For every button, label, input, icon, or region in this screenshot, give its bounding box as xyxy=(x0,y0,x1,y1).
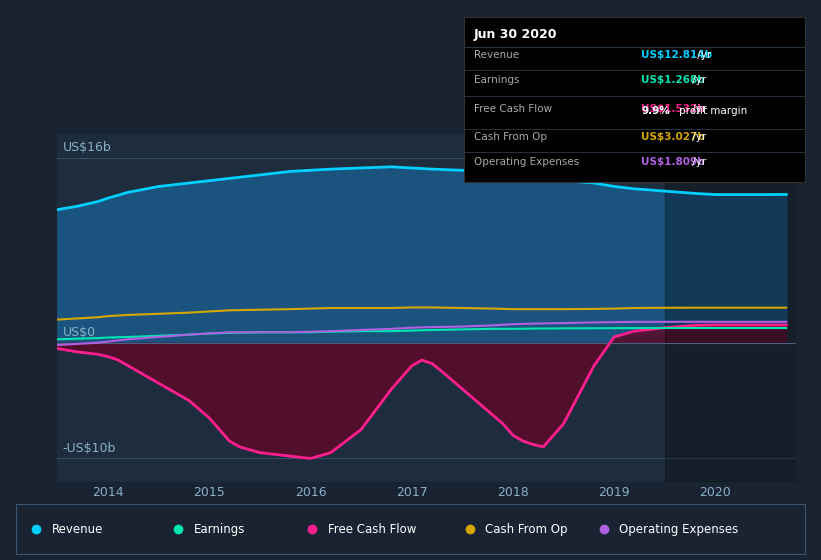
Text: /yr: /yr xyxy=(689,132,706,142)
Text: US$1.268b: US$1.268b xyxy=(641,74,704,85)
Text: /yr: /yr xyxy=(694,50,711,60)
Text: Revenue: Revenue xyxy=(52,522,103,536)
Text: Jun 30 2020: Jun 30 2020 xyxy=(474,29,557,41)
Bar xyxy=(665,134,796,482)
Text: US$0: US$0 xyxy=(62,326,96,339)
Text: profit margin: profit margin xyxy=(678,106,747,116)
Text: US$3.027b: US$3.027b xyxy=(641,132,705,142)
Text: Earnings: Earnings xyxy=(194,522,245,536)
Text: /yr: /yr xyxy=(689,157,706,167)
Text: Operating Expenses: Operating Expenses xyxy=(619,522,739,536)
Text: US$16b: US$16b xyxy=(62,141,112,154)
Text: Revenue: Revenue xyxy=(474,50,519,60)
Text: Free Cash Flow: Free Cash Flow xyxy=(328,522,416,536)
Text: -US$10b: -US$10b xyxy=(62,442,116,455)
Text: Cash From Op: Cash From Op xyxy=(485,522,568,536)
Text: Free Cash Flow: Free Cash Flow xyxy=(474,104,553,114)
Text: US$1.532b: US$1.532b xyxy=(641,104,704,114)
Text: Earnings: Earnings xyxy=(474,74,520,85)
Text: Operating Expenses: Operating Expenses xyxy=(474,157,580,167)
Text: US$12.814b: US$12.814b xyxy=(641,50,712,60)
Text: US$1.809b: US$1.809b xyxy=(641,157,704,167)
Text: /yr: /yr xyxy=(689,74,706,85)
Text: 9.9%: 9.9% xyxy=(641,106,670,116)
Text: /yr: /yr xyxy=(689,104,706,114)
Text: Cash From Op: Cash From Op xyxy=(474,132,547,142)
